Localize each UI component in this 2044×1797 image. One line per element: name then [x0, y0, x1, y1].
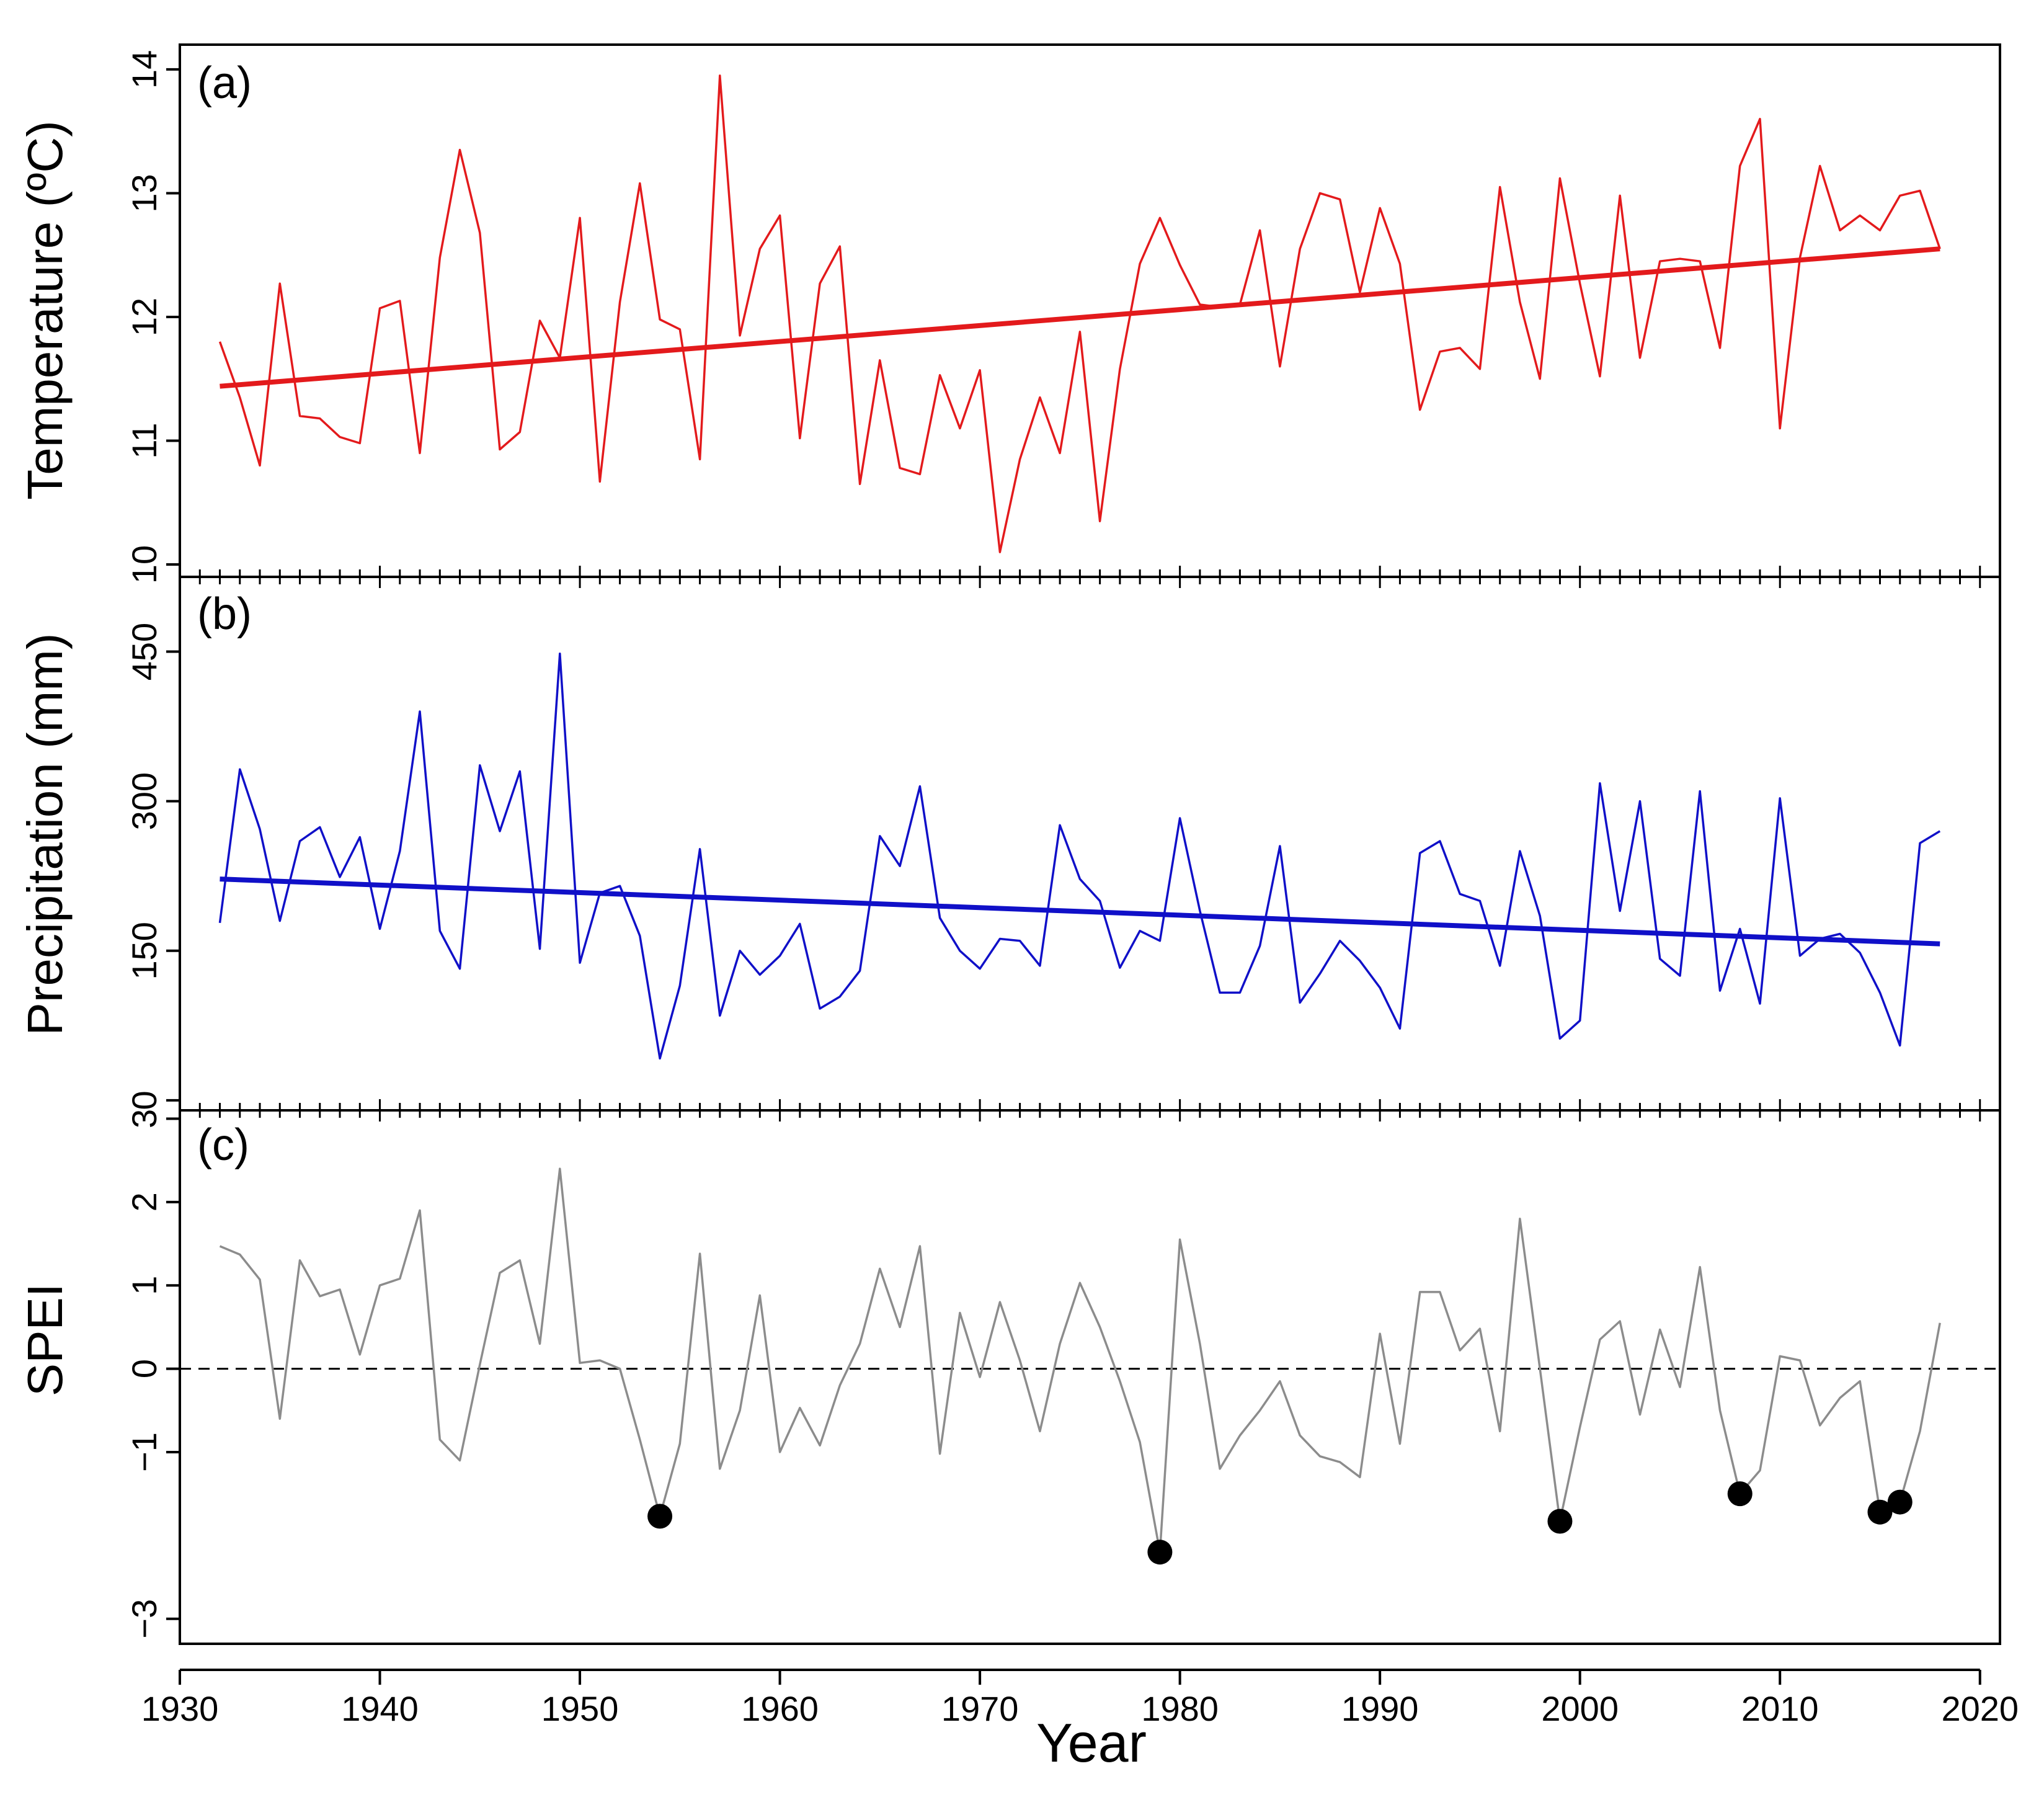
x-axis-tick-label: 1930 [141, 1689, 219, 1728]
panel-a-ytick-label: 14 [125, 50, 164, 89]
panel-b-ytick-label: 0 [125, 1090, 164, 1110]
x-axis-tick-label: 2010 [1741, 1689, 1819, 1728]
panel-c-ylabel: SPEI [17, 1283, 73, 1396]
panel-a-ylabel: Temperature (ºC) [17, 120, 73, 500]
panel-c-drought-point [647, 1504, 673, 1529]
x-axis-tick-label: 1990 [1341, 1689, 1419, 1728]
panel-a-ytick-label: 12 [125, 298, 164, 336]
x-axis-title: Year [1036, 1712, 1147, 1773]
panel-b-trend-line [220, 876, 1940, 947]
panel-a-ytick-label: 13 [125, 174, 164, 212]
panel-a-frame [179, 43, 2001, 578]
x-axis-tick-label: 2020 [1941, 1689, 2019, 1728]
panel-b-label: (b) [197, 589, 252, 639]
x-axis-tick-label: 1940 [341, 1689, 419, 1728]
panel-c-drought-point [1887, 1489, 1913, 1515]
panel-c-ytick-label: −3 [125, 1599, 164, 1639]
panel-c-ytick-label: 3 [125, 1109, 164, 1128]
panel-a-series-line [218, 74, 1941, 553]
x-axis-tick-label: 1970 [941, 1689, 1019, 1728]
panel-c-drought-point [1547, 1509, 1573, 1534]
panel-c-ytick-label: 1 [125, 1276, 164, 1295]
panel-c-ytick-label: 0 [125, 1359, 164, 1378]
panel-b-ytick-label: 300 [125, 772, 164, 830]
panel-a-ytick-label: 10 [125, 545, 164, 584]
x-axis-tick-label: 2000 [1541, 1689, 1619, 1728]
panel-c-label: (c) [197, 1120, 249, 1170]
panel-b-series-line [218, 653, 1941, 1060]
panel-a-trend-line [220, 246, 1940, 389]
panel-c-drought-point [1867, 1499, 1893, 1525]
panel-c-ytick-label: 2 [125, 1192, 164, 1211]
x-axis-tick-label: 1950 [541, 1689, 619, 1728]
panel-a-label: (a) [197, 58, 252, 108]
panel-a-ytick-label: 11 [125, 422, 164, 458]
panel-c-drought-point [1147, 1540, 1173, 1565]
panel-b-frame [179, 576, 2001, 1112]
panel-b-ytick-label: 450 [125, 623, 164, 680]
panel-b-ytick-label: 150 [125, 922, 164, 979]
x-axis-tick-label: 1960 [741, 1689, 819, 1728]
panel-c-frame [179, 1109, 2001, 1645]
panel-c-series-line [219, 1167, 1941, 1553]
x-axis-tick-label: 1980 [1141, 1689, 1219, 1728]
panel-c-drought-point [1727, 1481, 1753, 1507]
panel-b-ylabel: Precipitation (mm) [17, 633, 73, 1035]
panel-c-ytick-label: −1 [125, 1432, 164, 1472]
